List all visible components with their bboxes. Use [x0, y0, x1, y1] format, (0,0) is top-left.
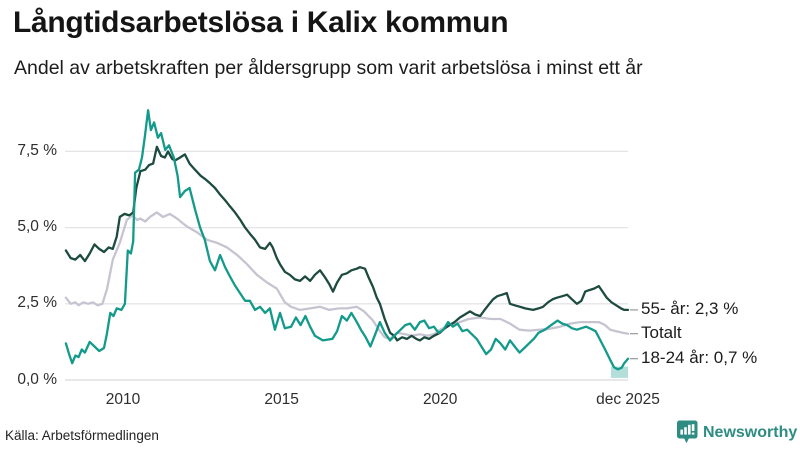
- series-line-Totalt: [64, 211, 630, 341]
- y-axis-tick-label: 2,5 %: [17, 294, 57, 312]
- newsworthy-logo[interactable]: Newsworthy: [676, 420, 797, 445]
- page-subtitle: Andel av arbetskraften per åldersgrupp s…: [14, 57, 643, 79]
- series-label-18-24 år: 18-24 år: 0,7 %: [641, 348, 758, 368]
- y-axis-tick-label: 7,5 %: [17, 141, 57, 159]
- series-label-Totalt: Totalt: [641, 323, 682, 343]
- y-axis-tick-label: 0,0 %: [17, 370, 57, 388]
- page-title: Långtidsarbetslösa i Kalix kommun: [13, 6, 509, 39]
- x-axis-tick-label: 2010: [105, 391, 141, 408]
- newsworthy-bubble-icon: [677, 420, 698, 444]
- series-line-55- år: [64, 145, 630, 342]
- record-low-highlight: [610, 366, 628, 378]
- newsworthy-wordmark: Newsworthy: [703, 423, 798, 441]
- x-axis-tick-label: 2020: [422, 391, 458, 408]
- y-axis-tick-label: 5,0 %: [17, 218, 57, 236]
- x-axis-tick-label: dec 2025: [596, 391, 660, 408]
- series-line-18-24 år: [64, 109, 630, 371]
- x-axis-tick-label: 2015: [264, 391, 299, 408]
- series-label-55- år: 55- år: 2,3 %: [641, 299, 739, 319]
- source-note: Källa: Arbetsförmedlingen: [5, 428, 159, 443]
